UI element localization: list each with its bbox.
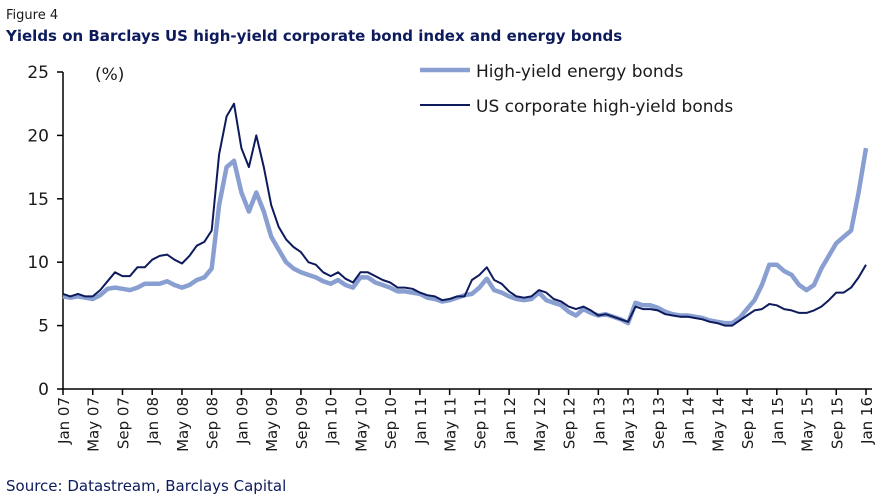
x-tick-label: Sep 15 bbox=[828, 397, 846, 449]
x-tick-label: May 13 bbox=[620, 397, 638, 452]
x-tick-label: Sep 13 bbox=[650, 397, 668, 449]
x-tick-label: Jan 15 bbox=[769, 397, 787, 445]
x-tick-label: May 12 bbox=[531, 397, 549, 452]
x-tick-label: Sep 12 bbox=[561, 397, 579, 449]
figure-label: Figure 4 bbox=[6, 8, 58, 23]
y-unit: (%) bbox=[95, 65, 124, 85]
x-tick-label: Sep 11 bbox=[471, 397, 489, 449]
x-tick-label: Jan 09 bbox=[233, 397, 251, 445]
y-tick-label: 25 bbox=[27, 63, 49, 83]
legend-label: US corporate high-yield bonds bbox=[476, 97, 733, 117]
x-tick-label: Jan 07 bbox=[55, 397, 73, 445]
chart-title: Yields on Barclays US high-yield corpora… bbox=[5, 27, 622, 45]
x-tick-label: Sep 08 bbox=[204, 397, 222, 449]
x-tick-label: Sep 07 bbox=[114, 397, 132, 449]
legend-label: High-yield energy bonds bbox=[476, 62, 683, 82]
x-tick-label: Sep 14 bbox=[739, 397, 757, 449]
y-tick-label: 15 bbox=[27, 190, 49, 210]
x-tick-label: May 09 bbox=[263, 397, 281, 452]
source: Source: Datastream, Barclays Capital bbox=[6, 477, 286, 495]
x-tick-label: Jan 08 bbox=[144, 397, 162, 445]
y-tick-label: 10 bbox=[27, 253, 49, 273]
y-tick-label: 0 bbox=[38, 380, 49, 400]
x-tick-label: Jan 12 bbox=[501, 397, 519, 445]
x-tick-label: May 08 bbox=[174, 397, 192, 452]
x-tick-label: Jan 16 bbox=[858, 397, 876, 445]
series-line bbox=[62, 102, 867, 327]
x-tick-label: May 11 bbox=[442, 397, 460, 452]
x-tick-label: Sep 09 bbox=[293, 397, 311, 449]
y-tick-label: 5 bbox=[38, 317, 49, 337]
x-tick-label: Jan 14 bbox=[680, 397, 698, 445]
x-tick-label: May 10 bbox=[352, 397, 370, 452]
x-tick-label: Jan 11 bbox=[412, 397, 430, 445]
y-tick-label: 20 bbox=[27, 126, 49, 146]
x-tick-label: May 07 bbox=[85, 397, 103, 452]
x-tick-label: May 15 bbox=[799, 397, 817, 452]
x-tick-label: Jan 10 bbox=[323, 397, 341, 445]
x-tick-label: May 14 bbox=[709, 397, 727, 452]
x-tick-label: Sep 10 bbox=[382, 397, 400, 449]
x-tick-label: Jan 13 bbox=[590, 397, 608, 445]
